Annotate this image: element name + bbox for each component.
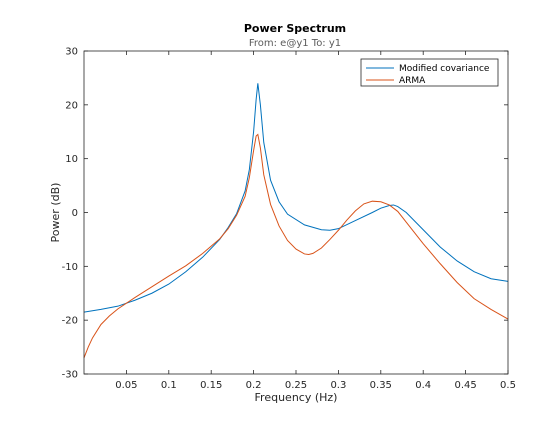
legend-box [360, 58, 499, 87]
series-line-1 [83, 83, 509, 313]
x-axis-label: Frequency (Hz) [255, 391, 338, 404]
legend-label: Modified covariance [399, 64, 490, 74]
x-tick-label: 0.35 [370, 380, 392, 391]
chart-subtitle: From: e@y1 To: y1 [249, 38, 341, 49]
plot-area [84, 51, 508, 374]
x-tick-label: 0.2 [246, 380, 262, 391]
x-tick-label: 0.3 [330, 380, 346, 391]
x-tick-label: 0.45 [454, 380, 476, 391]
y-tick-label: 30 [65, 47, 78, 58]
y-tick-label: -10 [62, 262, 78, 273]
y-tick-label: -20 [62, 316, 78, 327]
chart-title: Power Spectrum [244, 22, 346, 35]
y-axis-label: Power (dB) [49, 183, 62, 243]
series-line-2 [83, 133, 509, 359]
x-tick-label: 0.05 [115, 380, 137, 391]
y-tick-label: 20 [65, 100, 78, 111]
x-tick-label: 0.5 [500, 380, 516, 391]
legend-label: ARMA [399, 76, 426, 86]
x-tick-label: 0.15 [200, 380, 222, 391]
y-tick-label: 10 [65, 154, 78, 165]
y-tick-label: -30 [62, 370, 78, 381]
legend: Modified covariance ARMA [360, 58, 499, 87]
axes-layer: 0.05 0.1 0.15 0.2 0.25 0.3 0.35 0.4 0.45 0.5 -30 -2… [62, 47, 516, 392]
x-tick-label: 0.25 [285, 380, 307, 391]
y-tick-label: 0 [72, 208, 78, 219]
x-tick-label: 0.4 [415, 380, 431, 391]
series-layer [83, 83, 509, 359]
x-tick-label: 0.1 [161, 380, 177, 391]
